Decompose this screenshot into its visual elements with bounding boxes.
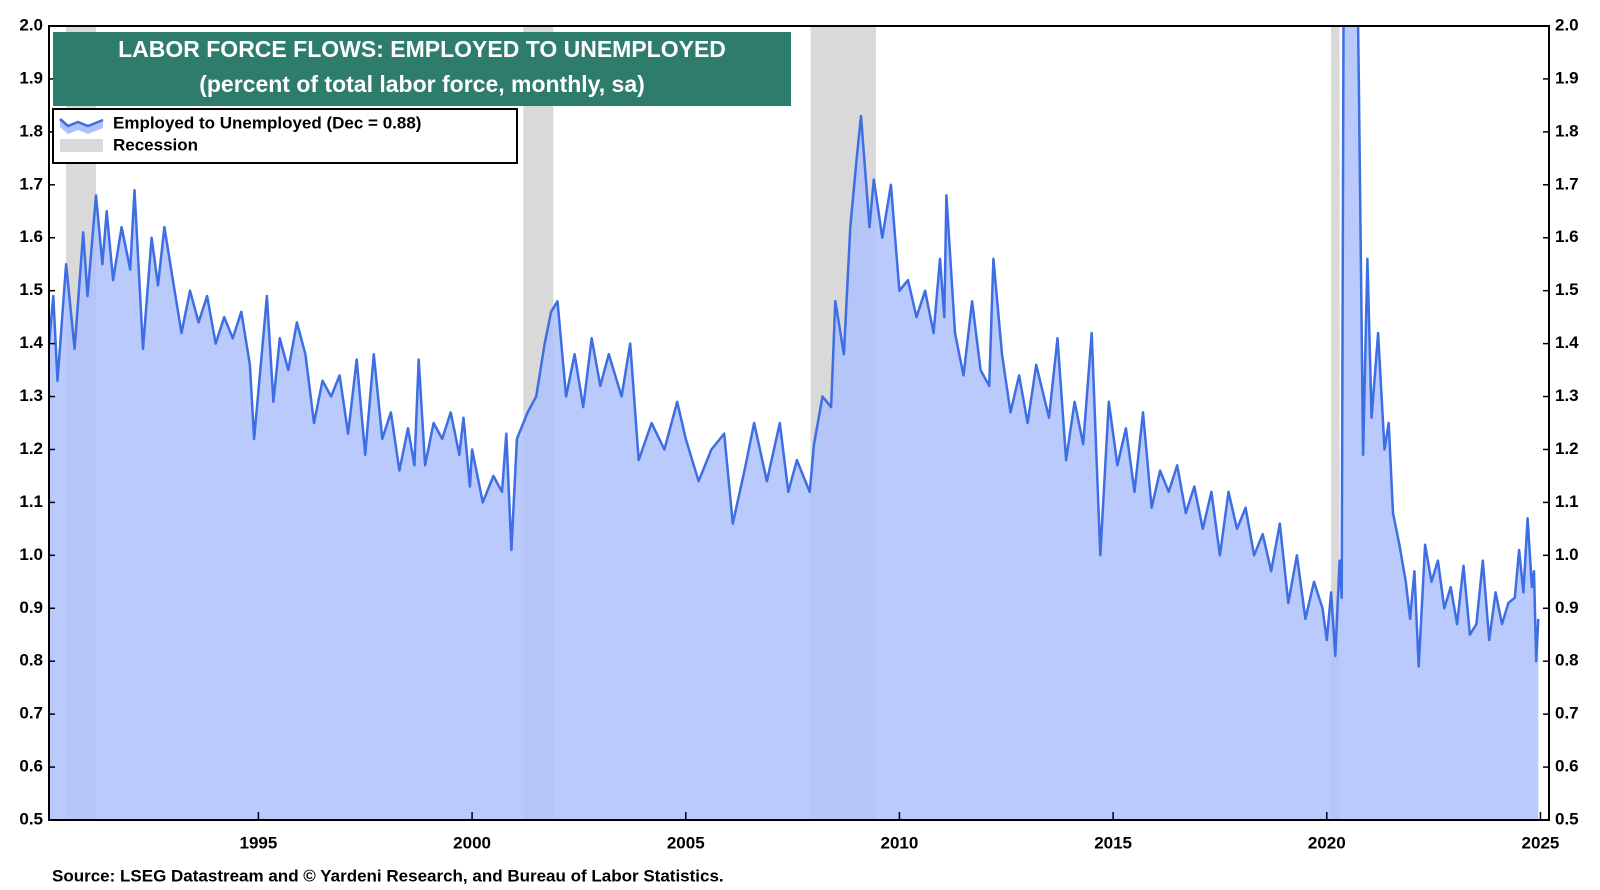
y2-tick-label: 1.7 xyxy=(1555,174,1579,193)
x-tick-label: 1995 xyxy=(239,833,277,852)
legend-swatch xyxy=(60,119,103,134)
y-tick-label: 1.5 xyxy=(19,280,43,299)
y-tick-label: 1.8 xyxy=(19,121,43,140)
y2-tick-label: 0.6 xyxy=(1555,757,1579,776)
y2-tick-label: 1.0 xyxy=(1555,545,1579,564)
area-fill xyxy=(49,26,1539,820)
y-tick-label: 1.0 xyxy=(19,545,43,564)
legend-label: Recession xyxy=(113,135,198,154)
legend-label: Employed to Unemployed (Dec = 0.88) xyxy=(113,113,421,132)
y2-tick-label: 1.5 xyxy=(1555,280,1579,299)
y-tick-label: 0.8 xyxy=(19,651,43,670)
y2-tick-label: 0.8 xyxy=(1555,651,1579,670)
y2-tick-label: 0.5 xyxy=(1555,809,1579,828)
y2-tick-label: 0.7 xyxy=(1555,704,1579,723)
y2-tick-label: 1.2 xyxy=(1555,439,1579,458)
x-tick-label: 2005 xyxy=(667,833,705,852)
y2-tick-label: 1.6 xyxy=(1555,227,1579,246)
y-tick-label: 1.6 xyxy=(19,227,43,246)
y-tick-label: 1.3 xyxy=(19,386,43,405)
chart-title: LABOR FORCE FLOWS: EMPLOYED TO UNEMPLOYE… xyxy=(118,36,726,62)
line xyxy=(49,26,1540,668)
y2-tick-label: 0.9 xyxy=(1555,598,1579,617)
legend-line xyxy=(59,118,104,128)
y2-tick-label: 1.8 xyxy=(1555,121,1579,140)
axes: 0.5 0.5 0.6 0.6 0.7 0.7 0.8 0.8 0.9 0.9 1.0 1.0 1.1 1… xyxy=(19,15,1579,852)
recession-band xyxy=(1331,26,1340,820)
y-tick-label: 1.1 xyxy=(19,492,43,511)
x-tick-label: 2025 xyxy=(1522,833,1560,852)
y-tick-label: 0.5 xyxy=(19,809,43,828)
y-tick-label: 1.9 xyxy=(19,68,43,87)
x-tick-label: 2020 xyxy=(1308,833,1346,852)
plot-frame xyxy=(48,25,1550,821)
x-tick-label: 2015 xyxy=(1094,833,1132,852)
y2-tick-label: 1.9 xyxy=(1555,68,1579,87)
legend-box xyxy=(52,108,518,164)
y-tick-label: 1.2 xyxy=(19,439,43,458)
y-tick-label: 0.9 xyxy=(19,598,43,617)
y2-tick-label: 1.4 xyxy=(1555,333,1579,352)
y-tick-label: 0.6 xyxy=(19,757,43,776)
y2-tick-label: 2.0 xyxy=(1555,15,1579,34)
legend-swatch xyxy=(60,139,103,152)
x-tick-label: 2000 xyxy=(453,833,491,852)
series-layer xyxy=(49,26,1540,820)
title-box xyxy=(53,32,791,106)
y2-tick-label: 1.3 xyxy=(1555,386,1579,405)
chart-subtitle: (percent of total labor force, monthly, … xyxy=(199,71,645,97)
y-tick-label: 1.7 xyxy=(19,174,43,193)
y2-tick-label: 1.1 xyxy=(1555,492,1579,511)
y-tick-label: 2.0 xyxy=(19,15,43,34)
x-tick-label: 2010 xyxy=(881,833,919,852)
y-tick-label: 0.7 xyxy=(19,704,43,723)
y-tick-label: 1.4 xyxy=(19,333,43,352)
source-note: Source: LSEG Datastream and © Yardeni Re… xyxy=(52,866,724,885)
legend: Employed to Unemployed (Dec = 0.88) Reces… xyxy=(52,108,518,164)
